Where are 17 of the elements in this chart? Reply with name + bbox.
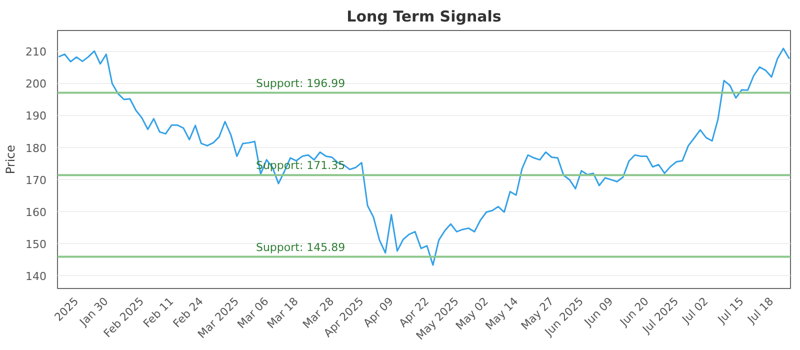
y-tick-label: 140	[26, 270, 47, 284]
ref-line-label: Support: 145.89	[256, 240, 346, 254]
line-series	[58, 48, 790, 266]
chart-title: Long Term Signals	[346, 8, 502, 26]
y-tick-label: 180	[26, 142, 47, 155]
y-tick-label: 210	[26, 46, 47, 59]
y-tick-label: 190	[26, 110, 47, 123]
y-tick-label: 160	[26, 206, 47, 219]
ref-line-label: Support: 196.99	[256, 76, 346, 90]
x-tick-label: Jun 09	[581, 294, 616, 330]
y-tick-label: 200	[26, 78, 47, 91]
y-tick-label: 150	[26, 238, 47, 252]
x-tick-label: Jul 15	[714, 294, 746, 327]
x-tick-label: Jul 02	[679, 294, 711, 327]
y-tick-label: 170	[26, 174, 47, 187]
x-tick-label: Jul 18	[744, 294, 776, 327]
y-axis-title: Price	[4, 144, 18, 174]
